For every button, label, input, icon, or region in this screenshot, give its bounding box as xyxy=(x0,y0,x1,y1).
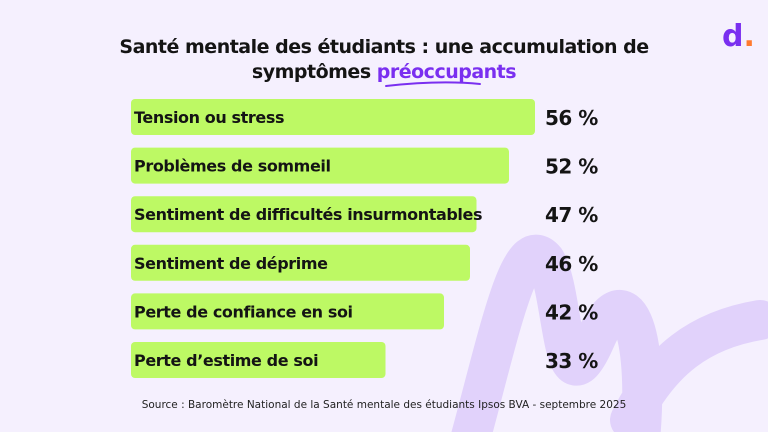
bar xyxy=(131,147,509,184)
title-line-1: Santé mentale des étudiants : une accumu… xyxy=(119,36,649,58)
title-word: symptômes xyxy=(251,61,371,83)
bar xyxy=(131,293,444,330)
category-label: Perte de confiance en soi xyxy=(134,302,353,321)
bar xyxy=(131,196,477,233)
category-label: Perte d’estime de soi xyxy=(134,351,318,370)
bar xyxy=(131,244,470,281)
value-label: 33 % xyxy=(545,349,598,373)
title-highlight: préoccupants xyxy=(376,61,517,83)
category-label: Tension ou stress xyxy=(134,108,284,127)
chart-title: Santé mentale des étudiants : une accumu… xyxy=(0,35,768,85)
bar xyxy=(131,342,386,378)
value-label: 46 % xyxy=(545,252,598,276)
category-label: Sentiment de déprime xyxy=(134,254,328,273)
value-label: 52 % xyxy=(545,155,598,179)
category-label: Problèmes de sommeil xyxy=(134,157,331,176)
title-line-2: symptômes préoccupants xyxy=(0,60,768,85)
value-label: 42 % xyxy=(545,300,598,324)
source-note: Source : Baromètre National de la Santé … xyxy=(141,399,627,411)
category-label: Sentiment de difficultés insurmontables xyxy=(134,205,482,224)
value-label: 47 % xyxy=(545,203,598,227)
value-label: 56 % xyxy=(545,106,598,130)
bar xyxy=(131,99,535,135)
logo: d. xyxy=(722,19,755,54)
